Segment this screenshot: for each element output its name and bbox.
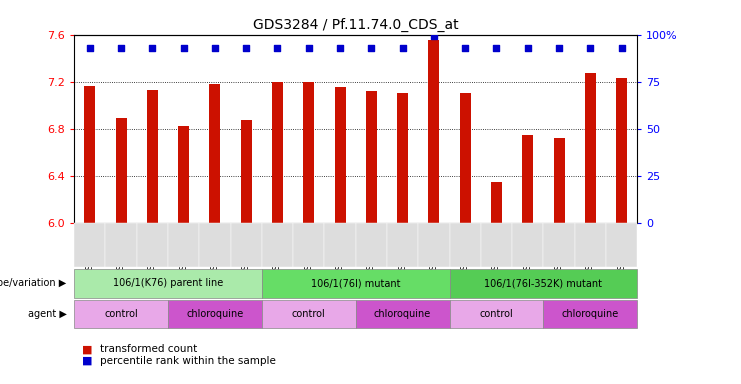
Point: [491, 45, 502, 51]
Bar: [241, 121, 252, 223]
Point: [585, 45, 597, 51]
Bar: [116, 118, 127, 223]
Text: control: control: [479, 309, 514, 319]
Text: ■: ■: [82, 356, 92, 366]
Bar: [178, 126, 189, 223]
Bar: [459, 93, 471, 223]
Point: [459, 45, 471, 51]
Point: [428, 33, 440, 40]
Bar: [210, 84, 220, 223]
Bar: [303, 82, 314, 223]
Point: [178, 45, 190, 51]
Bar: [147, 90, 158, 223]
Text: chloroquine: chloroquine: [562, 309, 619, 319]
Point: [209, 45, 221, 51]
Bar: [554, 138, 565, 223]
Bar: [84, 86, 95, 223]
Point: [553, 45, 565, 51]
Point: [240, 45, 252, 51]
Point: [147, 45, 159, 51]
Bar: [397, 93, 408, 223]
Text: 106/1(76I-352K) mutant: 106/1(76I-352K) mutant: [485, 278, 602, 288]
Point: [616, 45, 628, 51]
Bar: [366, 91, 376, 223]
Point: [396, 45, 408, 51]
Text: chloroquine: chloroquine: [374, 309, 431, 319]
Bar: [428, 40, 439, 223]
Point: [271, 45, 283, 51]
Bar: [522, 134, 534, 223]
Text: control: control: [104, 309, 138, 319]
Text: agent ▶: agent ▶: [28, 309, 67, 319]
Bar: [616, 78, 627, 223]
Bar: [585, 73, 596, 223]
Point: [303, 45, 315, 51]
Title: GDS3284 / Pf.11.74.0_CDS_at: GDS3284 / Pf.11.74.0_CDS_at: [253, 18, 459, 32]
Bar: [334, 88, 345, 223]
Text: ■: ■: [82, 344, 92, 354]
Bar: [272, 82, 283, 223]
Text: genotype/variation ▶: genotype/variation ▶: [0, 278, 67, 288]
Text: 106/1(K76) parent line: 106/1(K76) parent line: [113, 278, 223, 288]
Text: chloroquine: chloroquine: [186, 309, 244, 319]
Text: control: control: [292, 309, 325, 319]
Text: 106/1(76I) mutant: 106/1(76I) mutant: [311, 278, 400, 288]
Text: percentile rank within the sample: percentile rank within the sample: [100, 356, 276, 366]
Point: [522, 45, 534, 51]
Point: [365, 45, 377, 51]
Text: transformed count: transformed count: [100, 344, 197, 354]
Bar: [491, 182, 502, 223]
Point: [84, 45, 96, 51]
Point: [334, 45, 346, 51]
Point: [115, 45, 127, 51]
